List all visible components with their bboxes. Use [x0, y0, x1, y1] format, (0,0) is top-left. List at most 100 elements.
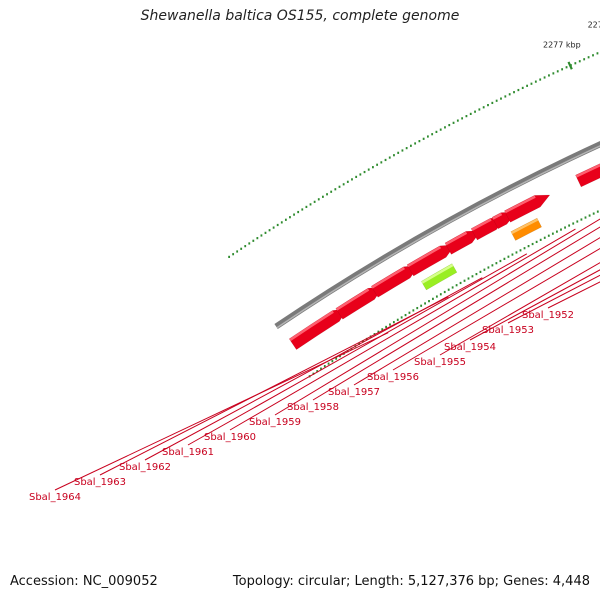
minor-tick — [362, 340, 364, 343]
minor-tick — [385, 325, 388, 329]
minor-tick — [587, 56, 590, 59]
minor-tick — [507, 255, 510, 258]
minor-tick — [422, 137, 425, 140]
gene-label: Sbal_1961 — [162, 447, 214, 458]
minor-tick — [260, 234, 263, 237]
gene-shading — [504, 195, 536, 214]
minor-tick — [330, 190, 333, 193]
minor-tick — [588, 214, 591, 217]
gene-block — [510, 217, 542, 241]
minor-tick — [232, 253, 235, 256]
minor-tick — [289, 216, 291, 219]
minor-tick — [342, 183, 345, 186]
minor-tick — [313, 200, 316, 203]
minor-tick — [228, 255, 231, 258]
minor-tick — [530, 82, 533, 85]
minor-tick — [539, 238, 542, 241]
gene-label: Sbal_1955 — [414, 357, 466, 368]
outer-scale-ticks — [228, 52, 599, 258]
minor-tick — [435, 295, 438, 298]
minor-tick — [326, 193, 328, 196]
minor-tick — [392, 321, 395, 324]
minor-tick — [428, 300, 430, 303]
scale-label: 2277 kbp — [543, 40, 581, 49]
minor-tick — [487, 266, 490, 269]
minor-tick — [578, 60, 581, 63]
minor-tick — [499, 259, 502, 263]
minor-tick — [351, 178, 353, 181]
minor-tick — [346, 180, 349, 183]
minor-tick — [592, 212, 595, 215]
gene-block — [504, 194, 551, 223]
minor-tick — [556, 230, 558, 233]
minor-tick — [389, 323, 391, 326]
minor-tick — [548, 74, 550, 77]
minor-tick — [471, 275, 474, 278]
minor-tick — [456, 119, 459, 122]
gene-shading — [445, 231, 468, 246]
minor-tick — [256, 237, 259, 240]
minor-tick — [503, 257, 506, 260]
minor-tick — [335, 357, 338, 360]
minor-tick — [388, 156, 391, 159]
minor-tick — [346, 350, 349, 353]
backbone-arc — [274, 141, 600, 330]
minor-tick — [551, 232, 554, 235]
minor-tick — [552, 72, 555, 75]
gene-label: Sbal_1964 — [29, 492, 81, 503]
minor-tick — [424, 302, 426, 305]
minor-tick — [574, 62, 577, 65]
minor-tick — [439, 293, 442, 296]
gene-shading — [289, 310, 334, 342]
gene-shading — [510, 218, 539, 235]
minor-tick — [564, 226, 566, 229]
minor-tick — [372, 166, 374, 169]
minor-tick — [420, 304, 423, 307]
minor-tick — [404, 313, 407, 317]
leader-line — [187, 253, 528, 446]
minor-tick — [479, 270, 482, 273]
gene-block — [420, 263, 458, 291]
leader-line — [469, 269, 600, 341]
minor-tick — [568, 224, 571, 227]
accession-text: Accession: NC_009052 — [10, 574, 158, 589]
gene-track — [288, 163, 600, 350]
minor-tick — [491, 101, 494, 105]
gene-shading — [471, 218, 492, 231]
minor-tick — [465, 115, 468, 118]
minor-tick — [363, 170, 366, 174]
minor-tick — [327, 362, 330, 365]
minor-tick — [431, 133, 434, 136]
minor-tick — [547, 234, 550, 237]
minor-tick — [467, 277, 470, 280]
minor-tick — [584, 216, 587, 219]
minor-tick — [523, 247, 526, 250]
minor-tick — [572, 222, 575, 225]
minor-tick — [444, 126, 446, 129]
gene-shading — [421, 263, 454, 284]
minor-tick — [565, 66, 568, 69]
scale-labels: 2266 kbp2267 kbp2268 kbp2269 kbp2270 kbp… — [543, 21, 600, 50]
scale-label: 2276 kbp — [588, 21, 600, 30]
leader-line — [274, 218, 600, 416]
minor-tick — [384, 158, 387, 162]
minor-tick — [264, 231, 267, 234]
minor-tick — [596, 210, 599, 213]
minor-tick — [495, 262, 498, 265]
minor-tick — [447, 288, 450, 291]
minor-tick — [338, 185, 341, 188]
gene-label: Sbal_1960 — [204, 432, 256, 443]
minor-tick — [321, 195, 324, 198]
minor-tick — [469, 112, 472, 115]
minor-tick — [393, 154, 395, 157]
minor-tick — [412, 309, 415, 312]
gene-label: Sbal_1952 — [522, 310, 574, 321]
minor-tick — [576, 220, 579, 223]
minor-tick — [297, 210, 300, 214]
leader-line — [229, 228, 576, 431]
minor-tick — [517, 88, 520, 92]
minor-tick — [380, 161, 383, 164]
minor-tick — [475, 272, 478, 276]
gene-label: Sbal_1959 — [249, 417, 301, 428]
